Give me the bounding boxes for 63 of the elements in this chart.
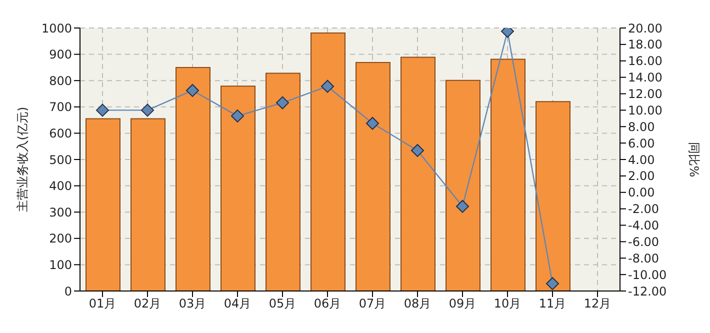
x-tick-label: 12月	[584, 296, 612, 311]
point	[366, 116, 379, 130]
x-tick-label: 02月	[134, 296, 162, 311]
y-axis-title: 主营业务收入(亿元)	[15, 106, 30, 212]
bar	[490, 58, 526, 291]
y-tick-label: 300	[49, 205, 72, 220]
point	[411, 144, 424, 157]
bar	[130, 118, 166, 291]
x-tick-label: 03月	[178, 296, 206, 311]
y-tick-label: 400	[49, 179, 72, 194]
point	[231, 109, 244, 122]
y-tick-label: 200	[49, 232, 72, 246]
y2-tick-label: -8.00	[628, 251, 660, 266]
y2-tick-label: 6.00	[628, 136, 655, 150]
point	[276, 96, 289, 110]
x-tick-label: 09月	[448, 296, 476, 311]
y-tick-label: 1000	[41, 21, 72, 36]
y2-tick-label: 8.00	[628, 120, 655, 134]
bar	[310, 32, 346, 291]
point	[321, 80, 334, 93]
y-tick-label: 500	[49, 152, 72, 167]
y2-tick-label: 4.00	[628, 152, 655, 167]
y2-tick-label: 12.00	[628, 87, 662, 102]
y2-tick-label: 10.00	[628, 103, 662, 118]
x-tick-label: 11月	[538, 296, 566, 311]
y-tick-label: 600	[49, 126, 72, 140]
point	[456, 200, 469, 213]
bar	[86, 118, 120, 291]
bar	[266, 72, 300, 291]
bar	[446, 80, 480, 291]
x-tick-label: 01月	[88, 296, 116, 311]
y-tick-label: 700	[49, 100, 72, 114]
y2-tick-label: -6.00	[628, 234, 660, 249]
bar	[176, 66, 210, 291]
y2-tick-label: -10.00	[628, 268, 667, 282]
bar	[356, 62, 390, 291]
y2-tick-label: 0.00	[628, 186, 655, 200]
y2-axis-title: 同比%	[686, 142, 701, 178]
bar	[220, 86, 256, 291]
point	[96, 104, 109, 117]
x-tick-label: 07月	[358, 296, 386, 311]
y2-tick-label: 2.00	[628, 169, 655, 184]
x-tick-label: 04月	[224, 296, 252, 311]
x-tick-label: 05月	[268, 296, 296, 311]
point	[186, 84, 199, 97]
point	[546, 277, 559, 290]
y2-tick-label: -12.00	[628, 284, 667, 298]
x-tick-label: 06月	[314, 296, 342, 311]
point	[141, 104, 154, 117]
y2-tick-label: 20.00	[628, 21, 662, 36]
y2-tick-label: 16.00	[628, 54, 662, 68]
y-tick-label: 900	[49, 48, 72, 62]
y-tick-label: 100	[49, 258, 72, 272]
y-tick-label: 800	[49, 74, 72, 88]
y2-tick-label: -2.00	[628, 202, 660, 216]
x-tick-label: 08月	[404, 296, 432, 311]
y-tick-label: 0	[64, 284, 72, 298]
y2-tick-label: 14.00	[628, 70, 662, 85]
y2-tick-label: 18.00	[628, 38, 662, 52]
x-tick-label: 10月	[494, 296, 522, 311]
bar	[400, 56, 436, 291]
bar	[536, 101, 570, 291]
y2-tick-label: -4.00	[628, 218, 660, 233]
